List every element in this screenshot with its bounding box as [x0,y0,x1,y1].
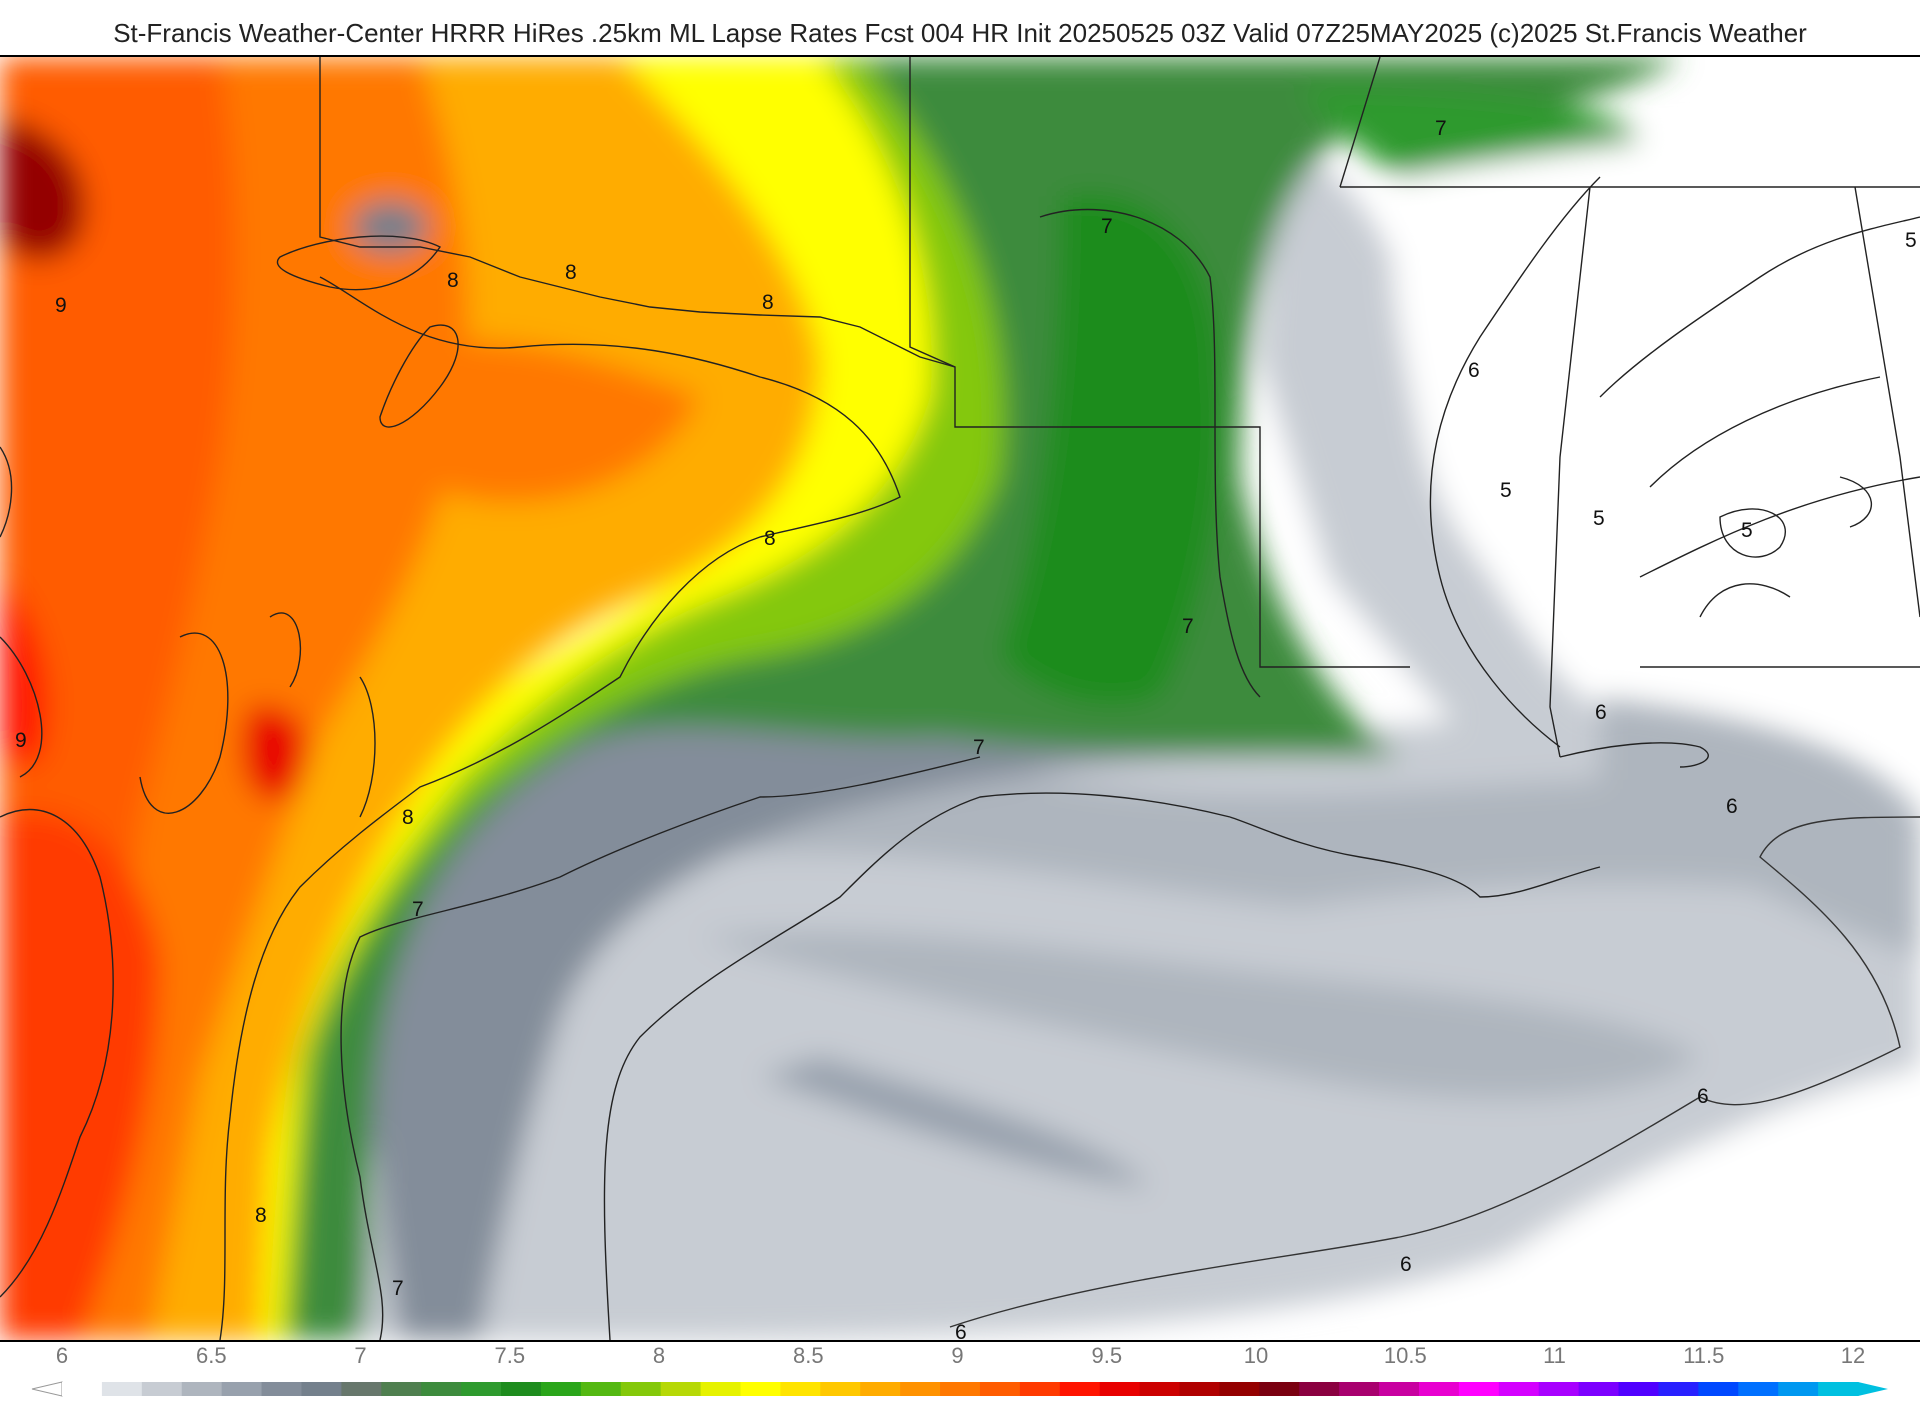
contour-label: 6 [1595,701,1607,724]
contour-label: 8 [762,291,774,314]
colorbar-swatch [1738,1382,1779,1396]
colorbar-swatch [301,1382,342,1396]
colorbar-tick-label: 9.5 [1092,1343,1123,1368]
contour-label: 5 [1593,507,1605,530]
map-title: St-Francis Weather-Center HRRR HiRes .25… [113,18,1807,48]
colorbar-tick-label: 7 [354,1343,366,1368]
contour-label: 8 [255,1204,267,1227]
colorbar-swatch [1538,1382,1580,1396]
colorbar-swatch [1379,1382,1420,1396]
colorbar-swatch [181,1382,223,1396]
colorbar-swatch [221,1382,263,1396]
colorbar-swatch [1179,1382,1221,1396]
colorbar-swatch [101,1382,143,1396]
colorbar-swatch [780,1382,821,1396]
contour-label: 5 [1741,519,1753,542]
colorbar-swatch [341,1382,382,1396]
colorbar-swatch [1299,1382,1340,1396]
colorbar-swatch [1778,1382,1819,1396]
colorbar-swatch [820,1382,861,1396]
colorbar-tick-label: 10.5 [1384,1343,1427,1368]
contour-label: 7 [1182,615,1194,638]
colorbar-swatch [1578,1382,1620,1396]
contour-label: 7 [973,736,985,759]
contour-label: 9 [15,729,27,752]
colorbar-tick-label: 12 [1841,1343,1865,1368]
colorbar-swatch [1219,1382,1260,1396]
colorbar-swatch [1019,1382,1061,1396]
colorbar-swatch [580,1382,622,1396]
colorbar-swatch [141,1382,183,1396]
colorbar-swatch [1259,1382,1300,1396]
colorbar-swatch [461,1382,502,1396]
contour-label: 6 [1400,1253,1412,1276]
contour-label: 6 [955,1321,967,1340]
colorbar-swatch [700,1382,742,1396]
colorbar-swatch [900,1382,941,1396]
colorbar-swatch [1498,1382,1540,1396]
colorbar-swatch [501,1382,542,1396]
colorbar-swatch [381,1382,422,1396]
contour-label: 8 [565,261,577,284]
contour-label: 9 [55,294,67,317]
colorbar-tick-label: 11 [1543,1343,1566,1368]
contour-label: 5 [1500,479,1512,502]
contour-labels: 9 9 8 8 8 8 8 8 7 7 7 7 7 7 6 6 6 6 6 6 … [15,117,1917,1340]
contour-label: 8 [447,269,459,292]
colorbar-tick-label: 6 [56,1343,68,1368]
colorbar-tick-label: 7.5 [495,1343,526,1368]
colorbar-swatch [660,1382,702,1396]
colorbar-canvas: 6 6.5 7 7.5 8 8.5 9 9.5 10 10.5 11 11.5 12 [31,1343,1888,1397]
colorbar-tick-label: 6.5 [196,1343,227,1368]
colorbar-swatch [1618,1382,1660,1396]
contour-label: 6 [1468,359,1480,382]
colorbar-swatch [860,1382,901,1396]
colorbar-swatch [1658,1382,1699,1396]
colorbar-swatch [979,1382,1021,1396]
colorbar-swatch [1139,1382,1181,1396]
colorbar-swatch [1698,1382,1739,1396]
colorbar-swatch [1818,1382,1859,1396]
map-canvas: 9 9 8 8 8 8 8 8 7 7 7 7 7 7 6 6 6 6 6 6 … [0,57,1920,1340]
contour-label: 6 [1726,795,1738,818]
colorbar-arrow-right [1858,1382,1888,1396]
colorbar-swatch [421,1382,462,1396]
contour-label: 6 [1697,1085,1709,1108]
colorbar-tick-label: 10 [1244,1343,1268,1368]
colorbar-swatch [540,1382,582,1396]
lapse-rate-map: 9 9 8 8 8 8 8 8 7 7 7 7 7 7 6 6 6 6 6 6 … [0,55,1920,1342]
contour-label: 7 [412,898,424,921]
colorbar-swatch [261,1382,303,1396]
boundaries [0,57,1920,1340]
colorbar-swatch [1099,1382,1141,1396]
contour-label: 5 [1905,229,1917,252]
contour-label: 7 [1101,215,1113,238]
colorbar-tick-label: 8.5 [793,1343,824,1368]
colorbar-swatch [740,1382,781,1396]
colorbar-swatch [940,1382,981,1396]
colorbar-swatch [1418,1382,1460,1396]
lapse-rate-field [0,57,1920,1340]
colorbar-swatch [1458,1382,1500,1396]
colorbar-tick-label: 9 [951,1343,963,1368]
contour-label: 7 [1435,117,1447,140]
colorbar-arrow-left [31,1381,63,1397]
colorbar-tick-label: 11.5 [1683,1343,1724,1368]
colorbar-swatch [1059,1382,1101,1396]
colorbar: 6 6.5 7 7.5 8 8.5 9 9.5 10 10.5 11 11.5 12 [0,1342,1920,1400]
contour-label: 8 [764,527,776,550]
colorbar-swatch [62,1382,103,1396]
colorbar-swatch [1339,1382,1380,1396]
contour-label: 7 [392,1277,404,1300]
colorbar-tick-label: 8 [653,1343,665,1368]
contour-label: 8 [402,806,414,829]
colorbar-swatch [620,1382,662,1396]
